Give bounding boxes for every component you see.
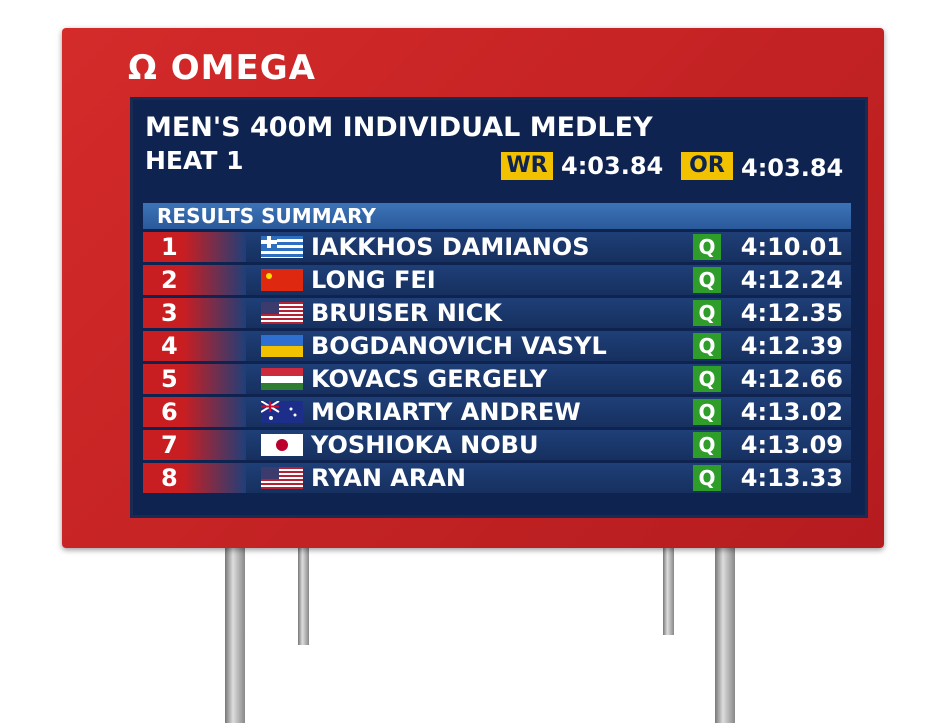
pole <box>663 530 674 635</box>
brand: Ω OMEGA <box>128 48 316 88</box>
record-label: WR <box>501 152 553 180</box>
rank: 8 <box>143 463 246 493</box>
athlete-name: BOGDANOVICH VASYL <box>311 332 607 360</box>
record-time: 4:03.84 <box>561 152 664 180</box>
qualified: Q <box>693 267 721 293</box>
rank: 3 <box>143 298 246 328</box>
athlete-name: BRUISER NICK <box>311 299 502 327</box>
athlete-name: LONG FEI <box>311 266 436 294</box>
flag <box>261 302 303 328</box>
result-time: 4:13.33 <box>740 464 843 492</box>
pole <box>715 530 735 723</box>
brand-symbol: Ω <box>128 48 158 88</box>
heat: HEAT 1 <box>145 146 244 175</box>
qualified: Q <box>693 234 721 260</box>
record-time: 4:03.84 <box>741 154 844 182</box>
result-row: 7 YOSHIOKA NOBU Q 4:13.09 <box>143 430 851 460</box>
flag <box>261 236 303 262</box>
flag-icon <box>261 335 303 357</box>
qualified: Q <box>693 366 721 392</box>
brand-name: OMEGA <box>170 48 316 88</box>
rank: 4 <box>143 331 246 361</box>
flag <box>261 434 303 460</box>
summary-title: RESULTS SUMMARY <box>157 204 376 228</box>
result-time: 4:10.01 <box>740 233 843 261</box>
flag-icon <box>261 236 303 258</box>
flag-icon <box>261 467 303 489</box>
summary-bar: RESULTS SUMMARY <box>143 203 851 229</box>
rank: 7 <box>143 430 246 460</box>
result-row: 8 RYAN ARAN Q 4:13.33 <box>143 463 851 493</box>
flag <box>261 368 303 394</box>
result-row: 2 LONG FEI Q 4:12.24 <box>143 265 851 295</box>
result-time: 4:12.35 <box>740 299 843 327</box>
scoreboard: Ω OMEGA MEN'S 400M INDIVIDUAL MEDLEY HEA… <box>62 28 884 548</box>
rank: 2 <box>143 265 246 295</box>
result-row: 4 BOGDANOVICH VASYL Q 4:12.39 <box>143 331 851 361</box>
event-title: MEN'S 400M INDIVIDUAL MEDLEY <box>145 112 653 143</box>
athlete-name: RYAN ARAN <box>311 464 466 492</box>
flag-icon <box>261 269 303 291</box>
qualified: Q <box>693 432 721 458</box>
athlete-name: IAKKHOS DAMIANOS <box>311 233 590 261</box>
rank: 5 <box>143 364 246 394</box>
result-time: 4:12.66 <box>740 365 843 393</box>
qualified: Q <box>693 333 721 359</box>
result-time: 4:13.02 <box>740 398 843 426</box>
screen: MEN'S 400M INDIVIDUAL MEDLEY HEAT 1 WR 4… <box>130 97 868 518</box>
flag <box>261 269 303 295</box>
flag <box>261 467 303 493</box>
result-row: 6 MORIARTY ANDREW Q 4:13.02 <box>143 397 851 427</box>
athlete-name: YOSHIOKA NOBU <box>311 431 539 459</box>
athlete-name: KOVACS GERGELY <box>311 365 548 393</box>
rank: 1 <box>143 232 246 262</box>
rank: 6 <box>143 397 246 427</box>
athlete-name: MORIARTY ANDREW <box>311 398 581 426</box>
flag-icon <box>261 302 303 324</box>
result-time: 4:12.39 <box>740 332 843 360</box>
pole <box>298 540 309 645</box>
pole <box>225 540 245 723</box>
result-row: 5 KOVACS GERGELY Q 4:12.66 <box>143 364 851 394</box>
flag-icon <box>261 368 303 390</box>
flag <box>260 400 303 427</box>
flag-icon <box>261 434 303 456</box>
result-row: 3 BRUISER NICK Q 4:12.35 <box>143 298 851 328</box>
qualified: Q <box>693 300 721 326</box>
result-time: 4:12.24 <box>740 266 843 294</box>
result-row: 1 IAKKHOS DAMIANOS Q 4:10.01 <box>143 232 851 262</box>
record-label: OR <box>681 152 733 180</box>
flag <box>261 335 303 361</box>
qualified: Q <box>693 399 721 425</box>
result-time: 4:13.09 <box>740 431 843 459</box>
qualified: Q <box>693 465 721 491</box>
flag-icon <box>260 400 303 423</box>
